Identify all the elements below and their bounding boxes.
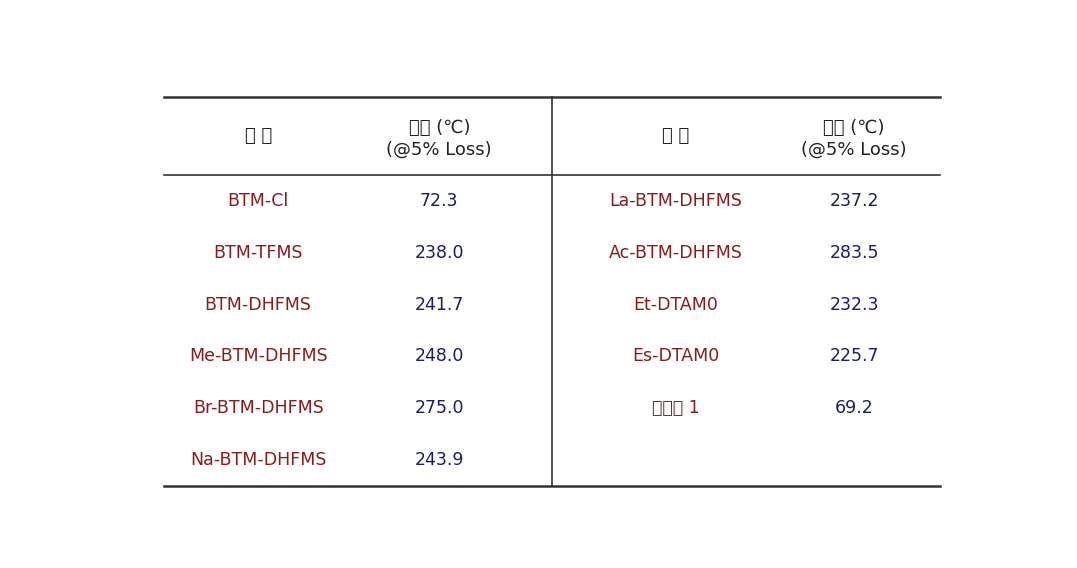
Text: 248.0: 248.0 [415, 348, 464, 365]
Text: 온도 (℃): 온도 (℃) [823, 119, 885, 137]
Text: BTM-Cl: BTM-Cl [227, 192, 289, 210]
Text: Es-DTAM0: Es-DTAM0 [632, 348, 719, 365]
Text: 232.3: 232.3 [829, 296, 879, 314]
Text: 241.7: 241.7 [415, 296, 464, 314]
Text: Ac-BTM-DHFMS: Ac-BTM-DHFMS [609, 244, 742, 262]
Text: La-BTM-DHFMS: La-BTM-DHFMS [610, 192, 742, 210]
Text: Br-BTM-DHFMS: Br-BTM-DHFMS [193, 399, 323, 417]
Text: 물 질: 물 질 [244, 127, 271, 145]
Text: 225.7: 225.7 [829, 348, 879, 365]
Text: 238.0: 238.0 [415, 244, 464, 262]
Text: (@5% Loss): (@5% Loss) [801, 140, 907, 158]
Text: 243.9: 243.9 [415, 451, 464, 469]
Text: BTM-TFMS: BTM-TFMS [213, 244, 303, 262]
Text: 온도 (℃): 온도 (℃) [408, 119, 470, 137]
Text: Me-BTM-DHFMS: Me-BTM-DHFMS [188, 348, 327, 365]
Text: 72.3: 72.3 [420, 192, 459, 210]
Text: 비교예 1: 비교예 1 [652, 399, 699, 417]
Text: (@5% Loss): (@5% Loss) [387, 140, 492, 158]
Text: 69.2: 69.2 [835, 399, 873, 417]
Text: 275.0: 275.0 [415, 399, 464, 417]
Text: 237.2: 237.2 [829, 192, 879, 210]
Text: 283.5: 283.5 [829, 244, 879, 262]
Text: Et-DTAM0: Et-DTAM0 [633, 296, 718, 314]
Text: 물 질: 물 질 [662, 127, 689, 145]
Text: BTM-DHFMS: BTM-DHFMS [205, 296, 311, 314]
Text: Na-BTM-DHFMS: Na-BTM-DHFMS [190, 451, 326, 469]
